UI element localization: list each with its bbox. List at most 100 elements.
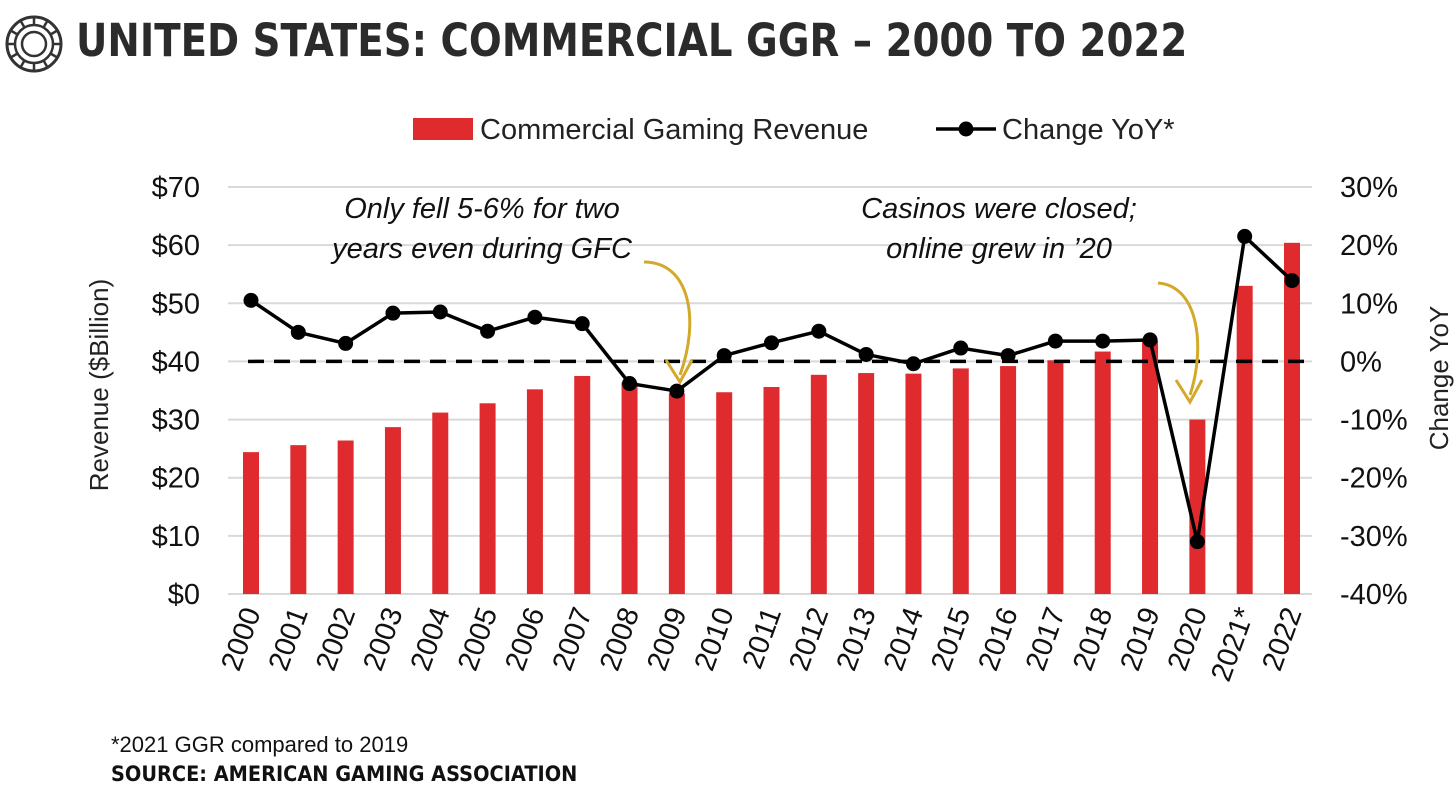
annotation-arrow [1157,281,1200,396]
legend-label: Change YoY* [1002,114,1175,146]
line-point [953,340,969,356]
line-point [527,309,543,325]
line-point [243,292,259,308]
annotation-arrowhead [1174,379,1204,405]
x-tick-label: 2003 [357,603,409,675]
x-tick-label: 2012 [783,603,835,675]
line-point [1000,348,1016,364]
line-point [574,316,590,332]
x-tick-label: 2015 [925,603,977,675]
x-tick-label: 2013 [831,603,883,675]
bar [952,368,969,594]
annotation-text: Casinos were closed; [861,193,1137,225]
x-tick-label: 2005 [452,603,504,675]
x-tick-label: 2018 [1067,603,1119,675]
bar [1094,351,1111,594]
y2-tick-label: 0% [1340,346,1382,378]
y-tick-label: $50 [152,288,200,320]
change-yoy-line [243,228,1300,550]
line-point [1047,333,1063,349]
x-tick-label: 2007 [547,603,599,675]
y-tick-label: $20 [152,463,200,495]
line-point [905,356,921,372]
revenue-bars [243,242,1300,594]
y-tick-label: $40 [152,346,200,378]
y2-tick-label: -40% [1340,579,1408,611]
line-point [669,383,685,399]
bar [526,389,543,594]
line-point [432,304,448,320]
line-point [385,305,401,321]
x-tick-label: 2020 [1162,603,1214,675]
annotation-text: Only fell 5-6% for two [344,193,620,225]
y2-tick-label: -20% [1340,463,1408,495]
bar [1142,340,1159,594]
y-tick-label: $70 [152,172,200,204]
y-tick-label: $60 [152,230,200,262]
line-point [480,323,496,339]
y-tick-label: $30 [152,405,200,437]
line-point [1189,534,1205,550]
x-tick-label: 2010 [689,603,741,675]
line-point [1142,332,1158,348]
bar [1000,366,1017,594]
line-point [811,323,827,339]
legend-marker [958,121,974,137]
x-tick-label: 2001 [263,603,315,675]
bar [337,440,354,594]
x-tick-label: 2000 [215,603,267,675]
x-tick-label: 2009 [641,603,693,675]
line-point [1237,228,1253,244]
y-tick-label: $10 [152,521,200,553]
left-axis-ticks: $0 $10 $20 $30 $40 $50 $60 $70 [152,172,200,611]
bar [763,387,780,594]
line-point [338,335,354,351]
bar [621,382,638,594]
annotation-text: years even during GFC [330,233,633,265]
annotation-arrow [643,260,692,376]
bar [243,452,259,594]
bar [905,373,922,594]
bar [716,392,733,594]
line-point [1095,333,1111,349]
y2-axis-label: Change YoY [1424,306,1454,451]
legend-bar-swatch [413,118,473,140]
line-point [622,376,638,392]
bar [1284,242,1300,594]
x-tick-label: 2006 [499,603,551,675]
y2-tick-label: -30% [1340,521,1408,553]
legend-label: Commercial Gaming Revenue [480,114,868,146]
line-point [1284,273,1300,289]
line-point [716,348,732,364]
y2-tick-label: 30% [1340,172,1398,204]
bar [810,374,827,594]
bar [668,393,685,594]
x-tick-label: 2016 [973,603,1025,675]
annotation-text: online grew in ’20 [886,233,1112,265]
line-point [764,335,779,351]
x-tick-label: 2014 [878,603,930,675]
annotation-arrowhead [664,359,694,385]
y2-tick-label: 20% [1340,230,1398,262]
y-tick-label: $0 [168,579,200,611]
logo-icon [5,15,63,73]
source-note: SOURCE: AMERICAN GAMING ASSOCIATION [111,762,578,786]
x-tick-label: 2019 [1114,603,1166,675]
x-axis-ticks: 2000200120022003200420052006200720082009… [215,603,1308,685]
bar [432,412,449,594]
x-tick-label: 2022 [1256,603,1308,675]
page-title: UNITED STATES: COMMERCIAL GGR – 2000 TO … [76,14,1188,67]
line-point [290,324,306,340]
x-tick-label: 2011 [737,603,788,673]
x-tick-label: 2002 [310,603,362,675]
x-tick-label: 2017 [1020,603,1072,675]
bar [479,403,496,594]
x-tick-label: 2008 [594,603,646,675]
x-tick-label: 2021* [1205,603,1261,685]
bar [1236,285,1253,594]
annotations: Only fell 5-6% for two years even during … [330,193,1204,405]
bar [290,445,307,594]
footnote: *2021 GGR compared to 2019 [111,732,409,757]
y-axis-label: Revenue ($Billion) [84,279,114,491]
bar [1189,419,1206,594]
